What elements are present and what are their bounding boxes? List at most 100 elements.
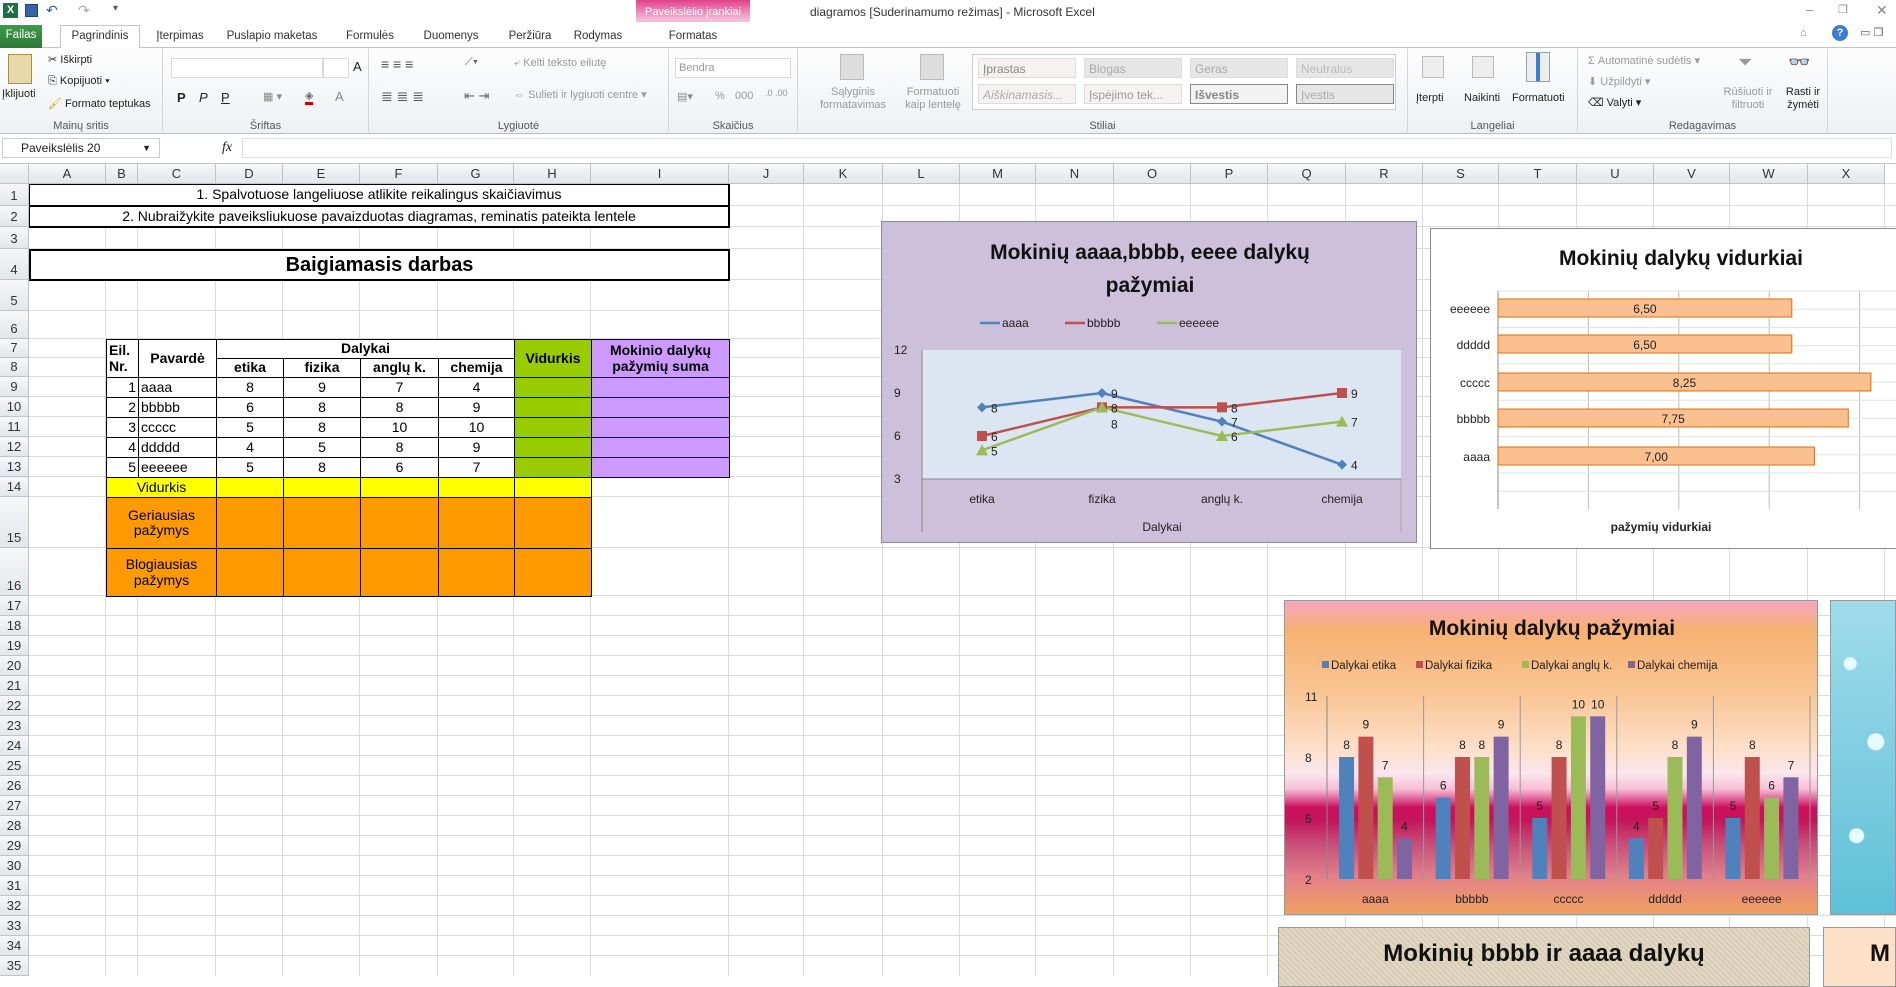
column-header[interactable]: P [1191, 164, 1268, 184]
chevron-down-icon[interactable]: ▼ [142, 143, 151, 153]
delete-cells-button[interactable]: Naikinti [1464, 92, 1501, 104]
row-header[interactable]: 15 [0, 497, 29, 548]
row-header[interactable]: 8 [0, 358, 29, 377]
row-header[interactable]: 11 [0, 417, 29, 437]
column-header[interactable]: B [106, 164, 138, 184]
window-restore-icon[interactable]: ▭ ❐ [1860, 27, 1884, 39]
grade-cell[interactable]: 10 [438, 417, 515, 438]
student-name[interactable]: eeeeee [138, 457, 217, 478]
grade-cell[interactable]: 8 [360, 397, 439, 418]
grade-cell[interactable]: 9 [283, 377, 361, 398]
merge-center-button[interactable]: ⇔ Sulieti ir lygiuoti centre ▾ [514, 89, 647, 101]
tab-review[interactable]: Peržiūra [508, 30, 552, 42]
header-subject[interactable]: fizika [283, 358, 361, 378]
decimal-icon[interactable]: .0 .00 [765, 88, 788, 98]
column-header[interactable]: D [216, 164, 283, 184]
cut-button[interactable]: ✂ Iškirpti [48, 53, 92, 66]
accounting-icon[interactable]: ▤▾ [677, 91, 693, 103]
format-table-button[interactable]: Formatuoti kaip lentelę [905, 86, 961, 111]
water-drops-picture[interactable] [1830, 600, 1896, 915]
column-header[interactable]: U [1577, 164, 1654, 184]
average-cell[interactable] [438, 477, 515, 498]
row-header[interactable]: 9 [0, 377, 29, 397]
student-nr[interactable]: 1 [106, 377, 139, 398]
style-neutral[interactable]: Neutralus [1296, 58, 1394, 78]
worst-row-label[interactable]: Blogiausias pažymys [106, 548, 217, 597]
row-header[interactable]: 22 [0, 696, 29, 716]
worst-cell[interactable] [216, 548, 284, 597]
thousands-button[interactable]: 000 [735, 90, 754, 102]
column-header[interactable]: C [138, 164, 216, 184]
grade-cell[interactable]: 10 [360, 417, 439, 438]
insert-cells-button[interactable]: Įterpti [1416, 92, 1444, 104]
row-header[interactable]: 5 [0, 280, 29, 311]
row-header[interactable]: 14 [0, 477, 29, 497]
ribbon-minimize-icon[interactable]: ⌂ [1800, 27, 1807, 39]
row-header[interactable]: 6 [0, 311, 29, 339]
student-name[interactable]: aaaa [138, 377, 217, 398]
format-table-icon[interactable] [920, 54, 944, 80]
grade-cell[interactable]: 8 [360, 437, 439, 458]
help-icon[interactable]: ? [1832, 25, 1848, 41]
row-header[interactable]: 31 [0, 876, 29, 896]
average-cell[interactable] [514, 477, 592, 498]
close-icon[interactable]: ✕ [1876, 2, 1888, 18]
row-header[interactable]: 29 [0, 836, 29, 856]
column-chart[interactable]: Mokinių dalykų pažymiai Dalykai etika Daly… [1284, 600, 1818, 915]
column-header[interactable]: A [29, 164, 106, 184]
best-cell[interactable] [360, 497, 439, 549]
grade-cell[interactable]: 9 [438, 437, 515, 458]
conditional-format-button[interactable]: Sąlyginis formatavimas [819, 86, 887, 111]
orientation-icon[interactable]: ⟋▾ [465, 56, 479, 68]
column-header[interactable]: M [960, 164, 1036, 184]
name-box[interactable]: Paveikslėlis 20 ▼ [2, 138, 160, 158]
grade-cell[interactable]: 6 [360, 457, 439, 478]
grade-cell[interactable]: 8 [283, 457, 361, 478]
minimize-icon[interactable]: – [1806, 2, 1814, 17]
column-header[interactable]: X [1808, 164, 1885, 184]
row-header[interactable]: 25 [0, 756, 29, 776]
row-header[interactable]: 27 [0, 796, 29, 816]
row-header[interactable]: 28 [0, 816, 29, 836]
style-warning[interactable]: Įspėjimo tek... [1084, 84, 1182, 104]
row-header[interactable]: 10 [0, 397, 29, 417]
grade-cell[interactable]: 9 [438, 397, 515, 418]
row-header[interactable]: 23 [0, 716, 29, 736]
column-header[interactable]: V [1654, 164, 1730, 184]
row-header[interactable]: 2 [0, 206, 29, 227]
autosum-button[interactable]: Σ Automatinė sudėtis ▾ [1588, 55, 1700, 67]
row-header[interactable]: 21 [0, 676, 29, 696]
student-sum-cell[interactable] [591, 397, 730, 418]
bold-button[interactable]: P [177, 90, 186, 105]
column-header[interactable]: I [591, 164, 729, 184]
column-header[interactable]: Q [1268, 164, 1346, 184]
column-header[interactable]: T [1499, 164, 1577, 184]
tab-home[interactable]: Pagrindinis [60, 25, 140, 49]
grade-cell[interactable]: 7 [360, 377, 439, 398]
best-row-label[interactable]: Geriausias pažymys [106, 497, 217, 549]
style-explanatory[interactable]: Aiškinamasis... [978, 84, 1076, 104]
column-header[interactable]: K [804, 164, 883, 184]
restore-icon[interactable]: ❐ [1838, 4, 1848, 16]
format-cells-button[interactable]: Formatuoti [1512, 92, 1565, 104]
header-subjects[interactable]: Dalykai [216, 339, 515, 359]
font-name-select[interactable] [171, 58, 323, 78]
grade-cell[interactable]: 5 [216, 417, 284, 438]
column-header[interactable]: F [360, 164, 438, 184]
header-subject[interactable]: etika [216, 358, 284, 378]
grade-cell[interactable]: 6 [216, 397, 284, 418]
binoculars-icon[interactable]: 👓 [1788, 52, 1811, 72]
save-icon[interactable] [25, 4, 38, 17]
student-average-cell[interactable] [514, 397, 592, 418]
borders-icon[interactable]: ▦ ▾ [263, 91, 282, 103]
horizontal-bar-chart[interactable]: Mokinių dalykų vidurkiai 7,00 aaaa 7,75 bbbb… [1430, 228, 1896, 549]
row-header[interactable]: 18 [0, 616, 29, 636]
row-header[interactable]: 1 [0, 184, 29, 206]
student-average-cell[interactable] [514, 457, 592, 478]
sheet-heading[interactable]: Baigiamasis darbas [29, 249, 730, 281]
formula-input[interactable] [242, 138, 1892, 158]
worst-cell[interactable] [438, 548, 515, 597]
header-sum[interactable]: Mokinio dalykų pažymių suma [591, 339, 730, 378]
fx-button[interactable]: fx [222, 140, 233, 155]
align-left-icon[interactable]: ≣ ≣ ≣ [381, 88, 424, 104]
